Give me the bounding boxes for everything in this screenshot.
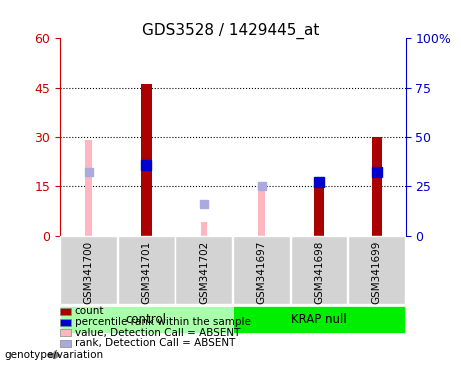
Text: genotype/variation: genotype/variation bbox=[5, 350, 104, 360]
Bar bbox=[372, 137, 382, 235]
Bar bbox=[201, 222, 207, 235]
Text: GSM341698: GSM341698 bbox=[314, 241, 324, 305]
Bar bbox=[85, 140, 92, 235]
FancyBboxPatch shape bbox=[291, 236, 348, 304]
Text: value, Detection Call = ABSENT: value, Detection Call = ABSENT bbox=[75, 328, 240, 338]
Text: percentile rank within the sample: percentile rank within the sample bbox=[75, 317, 251, 327]
Text: KRAP null: KRAP null bbox=[291, 313, 347, 326]
FancyBboxPatch shape bbox=[233, 306, 405, 333]
FancyBboxPatch shape bbox=[60, 306, 232, 333]
FancyBboxPatch shape bbox=[349, 236, 405, 304]
Bar bbox=[141, 84, 152, 235]
Text: count: count bbox=[75, 306, 104, 316]
Bar bbox=[258, 183, 265, 235]
Bar bbox=[314, 186, 325, 235]
Text: GSM341701: GSM341701 bbox=[142, 241, 151, 304]
Text: rank, Detection Call = ABSENT: rank, Detection Call = ABSENT bbox=[75, 338, 235, 348]
FancyBboxPatch shape bbox=[233, 236, 290, 304]
Text: GDS3528 / 1429445_at: GDS3528 / 1429445_at bbox=[142, 23, 319, 39]
Text: GSM341699: GSM341699 bbox=[372, 241, 382, 305]
FancyBboxPatch shape bbox=[118, 236, 175, 304]
Text: GSM341697: GSM341697 bbox=[257, 241, 266, 305]
FancyBboxPatch shape bbox=[176, 236, 232, 304]
Text: GSM341700: GSM341700 bbox=[84, 241, 94, 304]
FancyBboxPatch shape bbox=[60, 236, 117, 304]
Text: GSM341702: GSM341702 bbox=[199, 241, 209, 304]
Text: control: control bbox=[126, 313, 167, 326]
